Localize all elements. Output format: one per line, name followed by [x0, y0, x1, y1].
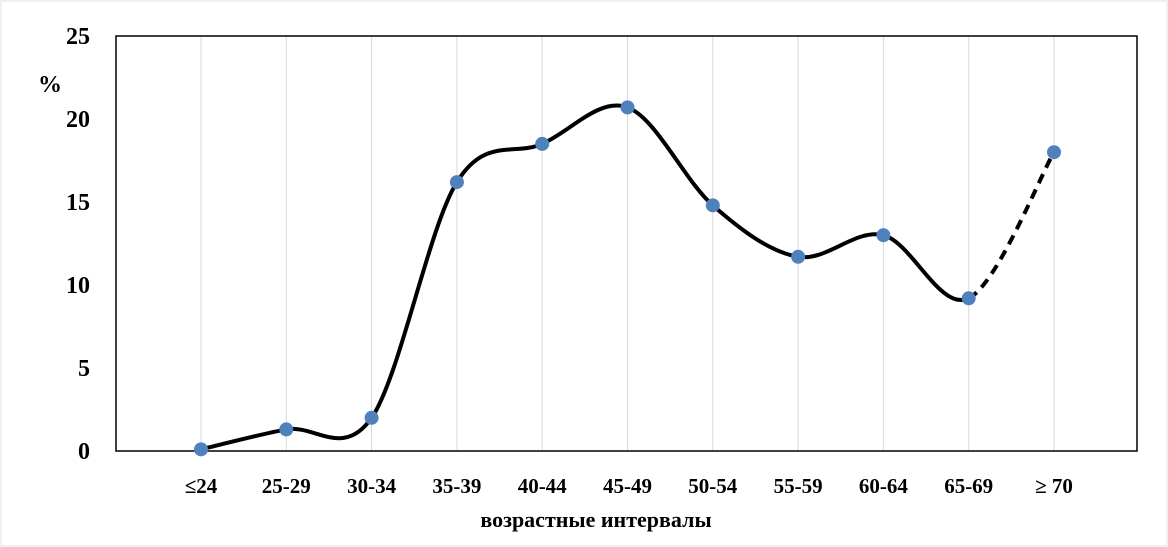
x-tick-label: 60-64 [859, 474, 908, 498]
series-line-solid [200, 103, 970, 452]
x-tick-label: ≥ 70 [1035, 474, 1073, 498]
series-line-dashed [967, 151, 1056, 301]
data-point-9 [961, 291, 976, 306]
data-point-4 [535, 136, 550, 151]
data-point-2 [364, 410, 379, 425]
data-point-8 [876, 228, 891, 243]
series-line [200, 103, 1056, 452]
x-tick-label: 65-69 [944, 474, 993, 498]
x-tick-label: 30-34 [347, 474, 396, 498]
y-tick-label: 20 [66, 107, 90, 133]
x-tick-label: 50-54 [688, 474, 737, 498]
x-tick-label: 55-59 [774, 474, 823, 498]
x-axis-title: возрастные интервалы [480, 507, 711, 532]
y-tick-label: 10 [66, 273, 90, 299]
y-tick-label: 5 [78, 356, 90, 382]
y-tick-label: 15 [66, 190, 90, 216]
data-point-1 [279, 422, 294, 437]
y-axis-unit-label: % [38, 72, 62, 98]
x-tick-label: 45-49 [603, 474, 652, 498]
x-tick-label: 40-44 [518, 474, 567, 498]
x-tick-label: ≤24 [185, 474, 218, 498]
data-point-0 [194, 442, 208, 457]
data-point-10 [1047, 145, 1061, 160]
data-points [194, 100, 1061, 457]
y-axis-ticks: 0 5 10 15 20 25 [66, 24, 90, 465]
data-point-5 [620, 100, 635, 115]
data-point-6 [705, 198, 720, 213]
y-tick-label: 25 [66, 24, 90, 50]
gridlines [200, 36, 1055, 451]
x-tick-label: 35-39 [432, 474, 481, 498]
plot-area-border [115, 35, 1138, 452]
data-point-7 [791, 249, 806, 264]
data-point-3 [449, 175, 464, 190]
x-axis-ticks: ≤24 25-29 30-34 35-39 40-44 45-49 50-54 55-59 60… [185, 474, 1073, 498]
x-tick-label: 25-29 [262, 474, 311, 498]
y-tick-label: 0 [78, 439, 90, 465]
